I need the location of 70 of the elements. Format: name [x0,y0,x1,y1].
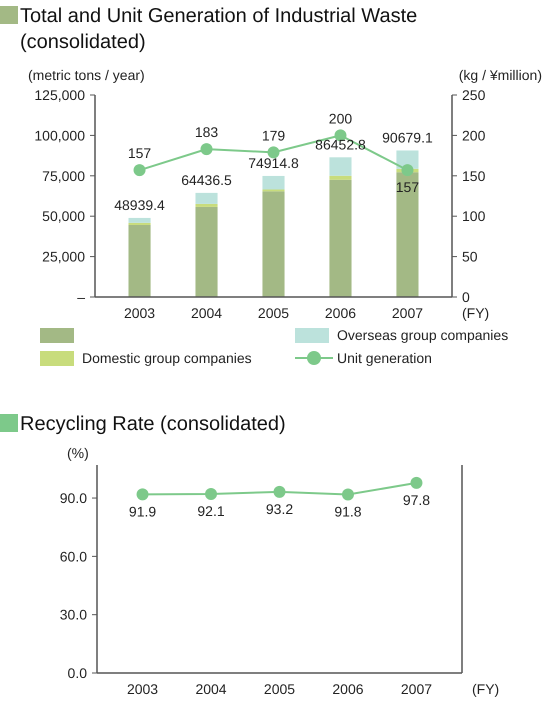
y-axis-title: (%) [67,445,89,461]
data-label: 157 [128,145,152,162]
y-tick-label: 75,000 [42,168,86,184]
point [268,146,280,158]
y-tick-label: 100,000 [34,127,86,144]
data-label: 179 [262,127,286,144]
data-label: 91.9 [128,503,156,520]
data-label: 93.2 [266,500,294,517]
y2-tick-label: 0 [462,289,470,305]
bar [329,157,352,176]
point [205,488,218,500]
total-label: 64436.5 [181,172,232,188]
x-tick-label: 2004 [195,681,227,697]
y2-tick-label: 250 [462,87,486,103]
x-tick-label: 2003 [126,681,158,697]
data-label: 91.8 [334,504,362,520]
bar [128,218,151,223]
point [200,143,213,156]
y-tick-label: 90.0 [60,490,88,506]
x-tick-label: 2003 [124,305,156,321]
data-label: 200 [328,110,352,126]
point [342,488,354,501]
x-axis-title: (FY) [462,305,490,321]
total-label: 48939.4 [114,196,166,213]
x-tick-label: 2007 [392,305,424,321]
data-label: 183 [194,124,218,140]
x-tick-label: 2005 [258,305,290,321]
point [134,164,146,176]
bar [329,180,352,297]
point [401,164,414,176]
point [274,486,286,498]
x-tick-label: 2006 [332,681,364,697]
y-axis-title: (metric tons / year) [28,67,145,83]
y-tick-label: 0.0 [68,665,88,681]
y-tick-label: 125,000 [34,87,86,103]
y-tick-label: 25,000 [42,248,86,265]
bar [396,172,419,297]
bar [195,206,218,297]
y2-axis-title: (kg / ¥million) [458,67,542,83]
y2-tick-label: 50 [462,248,478,265]
x-tick-label: 2004 [190,305,222,321]
bar [262,176,285,190]
x-tick-label: 2007 [400,681,432,697]
total-label: 74914.8 [248,154,300,171]
x-axis-title: (FY) [472,681,500,697]
bar [329,176,352,180]
bar [262,191,285,297]
point [136,488,149,500]
data-label: 157 [396,179,420,196]
y2-tick-label: 200 [462,127,486,144]
bar [128,224,151,297]
chart-title: Recycling Rate (consolidated) [20,413,286,435]
bar [195,204,218,207]
bar [195,192,218,204]
data-label: 92.1 [197,502,225,519]
point [410,476,422,489]
y2-tick-label: 100 [462,208,486,224]
legend-label: Domestic group companies [82,350,252,366]
y-tick-label: – [77,289,86,305]
chart-title: Total and Unit Generation of Industrial Waste (consolidated) [20,5,418,53]
x-tick-label: 2005 [264,681,296,697]
y-tick-label: 30.0 [60,606,88,623]
y-tick-label: 60.0 [60,548,88,564]
y-tick-label: 50,000 [42,208,86,224]
y2-tick-label: 150 [462,168,486,184]
x-tick-label: 2006 [324,305,356,321]
data-label: 97.8 [402,492,430,508]
legend-label: Unit generation [337,350,432,366]
total-label: 90679.1 [382,129,433,146]
legend-label: Overseas group companies [337,327,508,343]
